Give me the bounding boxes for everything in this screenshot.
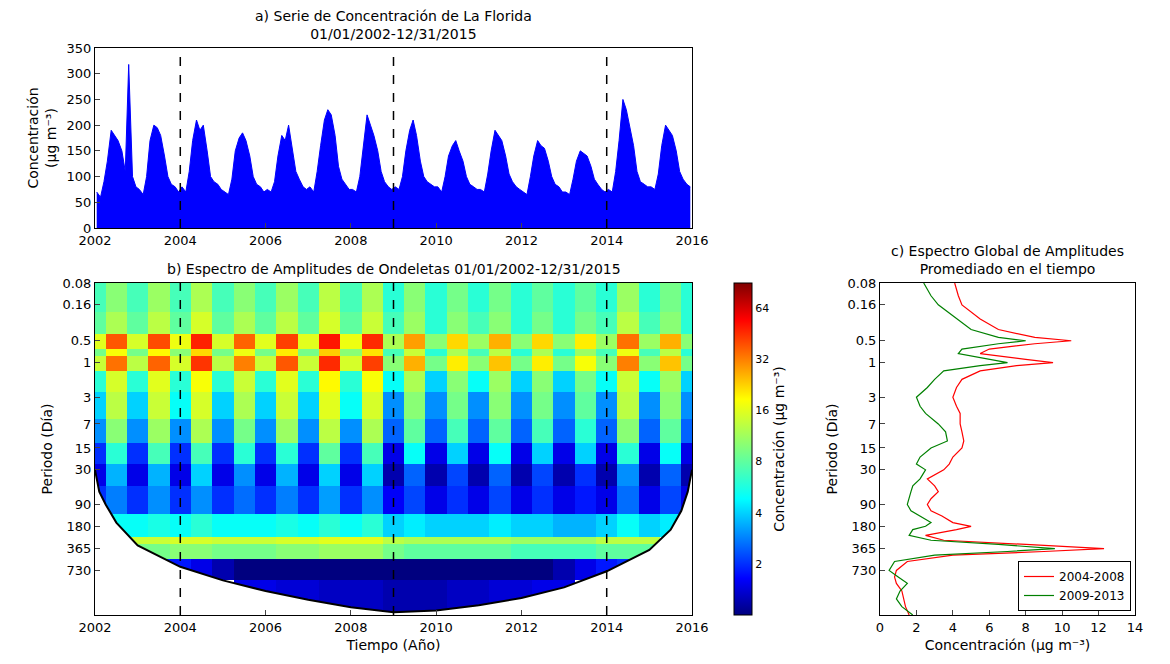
svg-text:2016: 2016 (675, 233, 708, 248)
svg-text:2010: 2010 (420, 233, 453, 248)
svg-text:2002: 2002 (78, 620, 111, 635)
svg-text:2: 2 (912, 620, 920, 635)
svg-text:350: 350 (67, 41, 92, 56)
svg-text:365: 365 (67, 541, 92, 556)
svg-text:6: 6 (985, 620, 993, 635)
svg-text:a) Serie de Concentración de L: a) Serie de Concentración de La Florida0… (255, 8, 532, 42)
svg-text:32: 32 (755, 353, 769, 366)
svg-text:730: 730 (852, 563, 877, 578)
svg-text:180: 180 (852, 519, 877, 534)
svg-text:2006: 2006 (249, 233, 282, 248)
svg-text:150: 150 (67, 143, 92, 158)
svg-text:2008: 2008 (334, 620, 367, 635)
svg-text:b) Espectro de Amplitudes de O: b) Espectro de Amplitudes de Ondeletas 0… (167, 261, 621, 277)
svg-text:90: 90 (860, 497, 877, 512)
svg-text:2: 2 (755, 558, 762, 571)
svg-text:2016: 2016 (675, 620, 708, 635)
svg-text:0.5: 0.5 (856, 333, 877, 348)
svg-text:8: 8 (755, 455, 762, 468)
svg-text:7: 7 (83, 417, 91, 432)
svg-text:0.08: 0.08 (847, 276, 876, 291)
svg-text:1: 1 (83, 355, 91, 370)
svg-text:10: 10 (1054, 620, 1071, 635)
svg-text:300: 300 (67, 66, 92, 81)
svg-text:200: 200 (67, 118, 92, 133)
svg-text:2010: 2010 (420, 620, 453, 635)
svg-text:2006: 2006 (249, 620, 282, 635)
svg-text:16: 16 (755, 404, 769, 417)
svg-text:14: 14 (1127, 620, 1144, 635)
svg-text:2008: 2008 (334, 233, 367, 248)
svg-text:50: 50 (75, 195, 92, 210)
svg-text:4: 4 (949, 620, 957, 635)
svg-text:30: 30 (75, 462, 92, 477)
svg-text:2014: 2014 (590, 233, 623, 248)
svg-text:30: 30 (860, 462, 877, 477)
svg-text:2009-2013: 2009-2013 (1059, 589, 1124, 603)
svg-text:15: 15 (75, 441, 92, 456)
svg-text:2004: 2004 (164, 620, 197, 635)
svg-text:0.5: 0.5 (71, 333, 92, 348)
svg-text:c) Espectro Global de Amplitud: c) Espectro Global de AmplitudesPromedia… (891, 243, 1124, 277)
svg-text:0.16: 0.16 (847, 297, 876, 312)
svg-text:90: 90 (75, 497, 92, 512)
svg-text:64: 64 (755, 302, 769, 315)
svg-text:180: 180 (67, 519, 92, 534)
svg-text:15: 15 (860, 441, 877, 456)
svg-text:3: 3 (868, 390, 876, 405)
svg-text:2014: 2014 (590, 620, 623, 635)
svg-text:250: 250 (67, 92, 92, 107)
svg-text:2012: 2012 (505, 620, 538, 635)
svg-text:730: 730 (67, 563, 92, 578)
svg-text:4: 4 (755, 507, 762, 520)
svg-text:8: 8 (1022, 620, 1030, 635)
svg-text:0: 0 (876, 620, 884, 635)
svg-text:Concentración (μg m⁻³): Concentración (μg m⁻³) (771, 366, 787, 532)
svg-text:365: 365 (852, 541, 877, 556)
svg-text:Periodo (Día): Periodo (Día) (39, 404, 55, 495)
svg-text:2004-2008: 2004-2008 (1059, 570, 1124, 584)
svg-text:Concentración (μg m⁻³): Concentración (μg m⁻³) (925, 637, 1091, 653)
svg-text:0.08: 0.08 (62, 276, 91, 291)
svg-text:Concentración(μg m⁻³): Concentración(μg m⁻³) (25, 87, 59, 188)
svg-text:0.16: 0.16 (62, 297, 91, 312)
svg-text:2002: 2002 (78, 233, 111, 248)
svg-text:12: 12 (1090, 620, 1107, 635)
svg-text:3: 3 (83, 390, 91, 405)
svg-text:0: 0 (83, 221, 91, 236)
svg-text:1: 1 (868, 355, 876, 370)
svg-text:2012: 2012 (505, 233, 538, 248)
svg-text:7: 7 (868, 417, 876, 432)
svg-text:Tiempo (Año): Tiempo (Año) (345, 637, 440, 653)
svg-text:2004: 2004 (164, 233, 197, 248)
svg-text:Periodo (Día): Periodo (Día) (824, 404, 840, 495)
svg-text:100: 100 (67, 169, 92, 184)
